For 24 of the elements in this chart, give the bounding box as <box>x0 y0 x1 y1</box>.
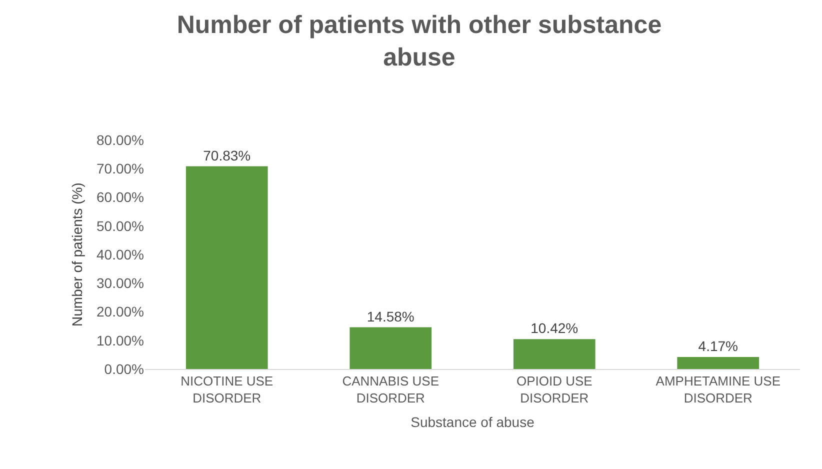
y-tick-label: 50.00% <box>96 218 144 234</box>
y-tick-label: 80.00% <box>96 132 144 148</box>
x-tick-label: OPIOID USE DISORDER <box>516 374 593 406</box>
bar <box>513 339 596 369</box>
y-tick-label: 60.00% <box>96 189 144 206</box>
x-axis-title: Substance of abuse <box>410 414 535 430</box>
bar <box>677 357 760 369</box>
chart-title: Number of patients with other substance abuse <box>176 10 662 72</box>
data-label: 14.58% <box>366 308 414 324</box>
data-label: 4.17% <box>698 338 738 354</box>
x-tick-label: NICOTINE USE DISORDER <box>180 374 274 406</box>
bar <box>186 166 268 369</box>
y-tick-label: 10.00% <box>96 332 144 348</box>
y-tick-label: 30.00% <box>96 275 144 292</box>
bar <box>350 327 432 369</box>
x-tick-label: CANNABIS USE DISORDER <box>342 374 440 406</box>
data-label: 70.83% <box>203 147 251 164</box>
y-tick-label: 70.00% <box>96 160 144 177</box>
x-tick-label: AMPHETAMINE USE DISORDER <box>656 374 781 406</box>
data-label: 10.42% <box>530 320 578 336</box>
y-tick-label: 0.00% <box>104 360 144 377</box>
y-tick-label: 20.00% <box>96 304 144 320</box>
y-tick-label: 40.00% <box>96 246 144 262</box>
y-axis-title: Number of patients (%) <box>69 182 86 326</box>
